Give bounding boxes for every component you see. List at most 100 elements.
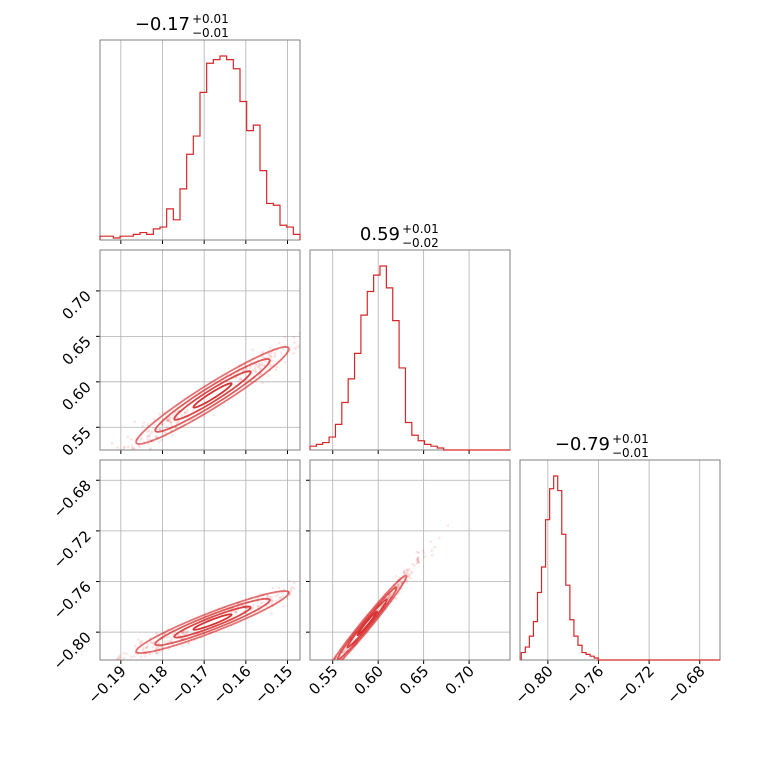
sample-point bbox=[139, 437, 143, 440]
sample-point bbox=[256, 605, 260, 608]
sample-point bbox=[321, 318, 324, 321]
sample-point bbox=[160, 645, 164, 649]
contour-2 bbox=[336, 586, 398, 660]
sample-point bbox=[416, 560, 420, 564]
sample-point bbox=[300, 580, 303, 583]
sample-point bbox=[273, 353, 277, 357]
sample-point bbox=[292, 587, 296, 590]
sample-point bbox=[122, 656, 126, 660]
sample-point bbox=[405, 571, 409, 575]
sample-point bbox=[94, 459, 97, 462]
sample-point bbox=[152, 426, 155, 430]
sample-point bbox=[240, 378, 243, 381]
sample-point bbox=[335, 666, 338, 669]
x-tick-label: −0.15 bbox=[251, 662, 296, 707]
panel-title-minus-1: −0.02 bbox=[402, 236, 439, 250]
panel-0-0: −0.17 +0.01−0.01 bbox=[99, 12, 301, 244]
sample-point bbox=[411, 562, 414, 566]
sample-point bbox=[415, 558, 419, 562]
sample-point bbox=[122, 446, 126, 449]
sample-point bbox=[398, 576, 401, 579]
sample-point bbox=[166, 419, 170, 422]
sample-point bbox=[212, 413, 215, 417]
sample-point bbox=[343, 559, 346, 562]
sample-point bbox=[251, 348, 254, 352]
sample-point bbox=[396, 584, 399, 587]
sample-point bbox=[343, 649, 346, 653]
sample-point bbox=[90, 670, 93, 673]
sample-point bbox=[292, 351, 296, 355]
sample-point bbox=[422, 551, 426, 555]
sample-point bbox=[245, 367, 249, 370]
sample-point bbox=[275, 599, 278, 603]
sample-point bbox=[318, 315, 321, 318]
sample-point bbox=[403, 569, 406, 573]
sample-point bbox=[271, 600, 274, 603]
sample-point bbox=[117, 462, 120, 465]
sample-point bbox=[185, 410, 189, 414]
sample-point bbox=[120, 448, 123, 450]
sample-point bbox=[303, 582, 306, 585]
sample-point bbox=[295, 716, 298, 719]
sample-point bbox=[417, 561, 421, 565]
sample-point bbox=[307, 578, 310, 581]
y-tick-label: 0.65 bbox=[58, 332, 94, 368]
sample-point bbox=[138, 642, 142, 645]
sample-point bbox=[416, 556, 420, 559]
sample-point bbox=[155, 435, 158, 439]
sample-point bbox=[157, 641, 160, 645]
sample-point bbox=[406, 569, 410, 573]
sample-point bbox=[103, 473, 106, 476]
y-tick-label: 0.70 bbox=[58, 287, 94, 323]
sample-point bbox=[184, 630, 188, 634]
sample-point bbox=[396, 584, 400, 587]
x-tick-label: 0.60 bbox=[351, 662, 387, 698]
sample-point bbox=[304, 573, 307, 576]
sample-point bbox=[104, 664, 107, 667]
sample-point bbox=[417, 551, 420, 554]
sample-point bbox=[146, 643, 149, 646]
panel-title-plus-0: +0.01 bbox=[192, 12, 229, 26]
sample-point bbox=[141, 646, 145, 650]
sample-point bbox=[168, 648, 171, 651]
sample-point bbox=[315, 328, 318, 331]
sample-point bbox=[336, 664, 339, 667]
sample-point bbox=[234, 609, 237, 613]
sample-point bbox=[110, 441, 114, 445]
sample-point bbox=[91, 679, 94, 682]
sample-point bbox=[178, 634, 181, 637]
sample-point bbox=[232, 610, 236, 613]
sample-point bbox=[438, 536, 441, 540]
contour-3 bbox=[135, 346, 290, 445]
sample-point bbox=[174, 426, 178, 430]
sample-point bbox=[314, 339, 317, 342]
sample-point bbox=[126, 445, 130, 449]
sample-point bbox=[122, 452, 125, 455]
sample-point bbox=[158, 413, 161, 416]
sample-point bbox=[171, 632, 175, 636]
sample-point bbox=[394, 597, 398, 600]
sample-point bbox=[417, 560, 420, 563]
sample-point bbox=[138, 445, 142, 448]
sample-point bbox=[261, 601, 264, 604]
sample-point bbox=[125, 449, 128, 450]
sample-point bbox=[409, 570, 413, 573]
sample-point bbox=[163, 640, 166, 643]
sample-point bbox=[304, 583, 307, 586]
sample-point bbox=[116, 657, 120, 660]
sample-point bbox=[155, 652, 159, 655]
sample-point bbox=[279, 595, 283, 599]
sample-point bbox=[292, 336, 296, 339]
histogram-1 bbox=[309, 265, 510, 451]
sample-point bbox=[143, 654, 147, 658]
sample-point bbox=[149, 432, 152, 436]
sample-point bbox=[391, 591, 394, 594]
sample-point bbox=[283, 336, 287, 339]
sample-point bbox=[270, 596, 273, 599]
sample-point bbox=[300, 702, 303, 705]
sample-point bbox=[397, 582, 401, 586]
sample-point bbox=[322, 585, 325, 588]
panel-title-minus-2: −0.01 bbox=[612, 446, 649, 460]
sample-point bbox=[239, 377, 243, 381]
sample-point bbox=[334, 658, 338, 660]
